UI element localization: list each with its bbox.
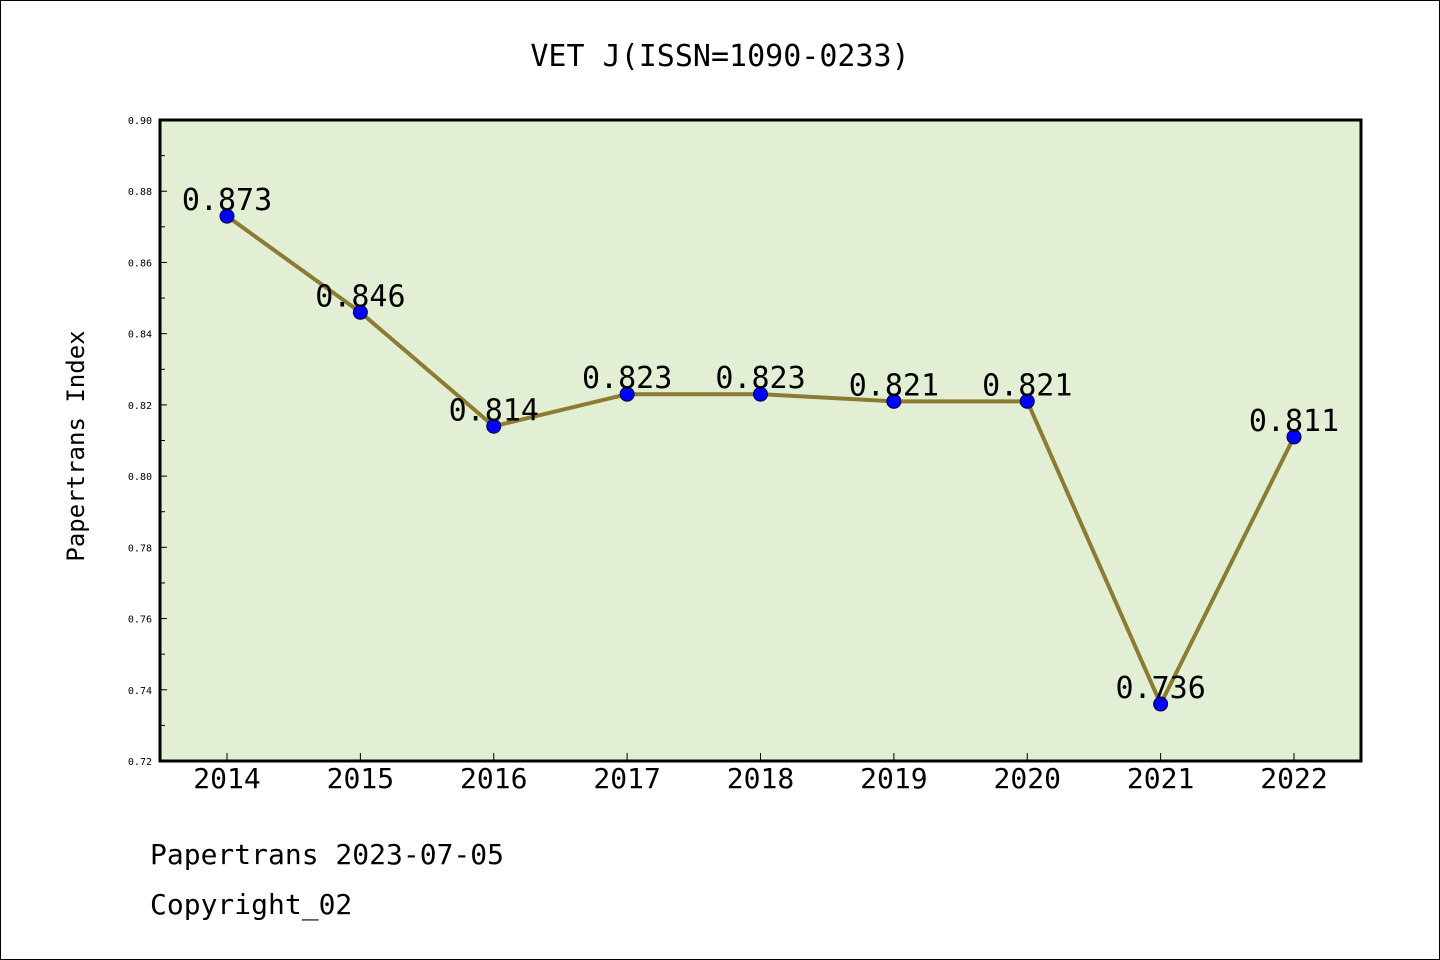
- x-tick-label: 2018: [727, 762, 794, 795]
- data-markers: [219, 208, 1302, 712]
- data-point: [352, 304, 368, 320]
- x-tick-label: 2019: [860, 762, 927, 795]
- data-label: 0.823: [582, 361, 672, 396]
- x-tick-label: 2017: [593, 762, 660, 795]
- y-tick-label: 0.90: [128, 116, 152, 127]
- y-tick-label: 0.80: [128, 472, 152, 483]
- chart-title: VET J(ISSN=1090-0233): [530, 39, 909, 74]
- y-tick-label: 0.88: [128, 187, 152, 198]
- x-tick-label: 2016: [460, 762, 527, 795]
- y-tick-label: 0.86: [128, 258, 152, 269]
- x-tick-label: 2020: [994, 762, 1061, 795]
- data-point: [1153, 696, 1169, 712]
- y-tick-label: 0.82: [128, 401, 152, 412]
- data-point: [486, 418, 502, 434]
- data-point: [619, 386, 635, 402]
- y-axis-label: Papertrans Index: [62, 330, 90, 561]
- data-point: [1019, 393, 1035, 409]
- data-label: 0.811: [1249, 404, 1339, 439]
- y-tick-label: 0.84: [128, 330, 152, 341]
- data-point: [886, 393, 902, 409]
- x-tick-label: 2022: [1260, 762, 1327, 795]
- y-tick-label: 0.78: [128, 543, 152, 554]
- plot-border: [158, 118, 1363, 763]
- data-label: 0.821: [849, 368, 939, 403]
- x-tick-label: 2014: [193, 762, 260, 795]
- data-labels: 0.873 0.846 0.814 0.823 0.823 0.821 0.821 0.736…: [182, 183, 1339, 706]
- data-point: [219, 208, 235, 224]
- plot-area: [160, 120, 1361, 761]
- data-point: [1286, 429, 1302, 445]
- footer-copyright: Copyright_02: [150, 888, 352, 922]
- y-tick-label: 0.76: [128, 615, 152, 626]
- x-axis: 2014 2015 2016 2017 2018 2019 2020 2021 2022: [193, 753, 1328, 795]
- data-label: 0.823: [715, 361, 805, 396]
- footer-date: Papertrans 2023-07-05: [150, 838, 504, 871]
- x-tick-label: 2021: [1127, 762, 1194, 795]
- y-tick-label: 0.72: [128, 757, 152, 768]
- x-tick-label: 2015: [327, 762, 394, 795]
- data-label: 0.873: [182, 183, 272, 218]
- data-label: 0.814: [449, 393, 539, 428]
- y-tick-label: 0.74: [128, 686, 152, 697]
- data-point: [753, 386, 768, 402]
- data-label: 0.821: [982, 368, 1072, 403]
- data-label: 0.846: [315, 279, 405, 314]
- data-label: 0.736: [1115, 671, 1205, 706]
